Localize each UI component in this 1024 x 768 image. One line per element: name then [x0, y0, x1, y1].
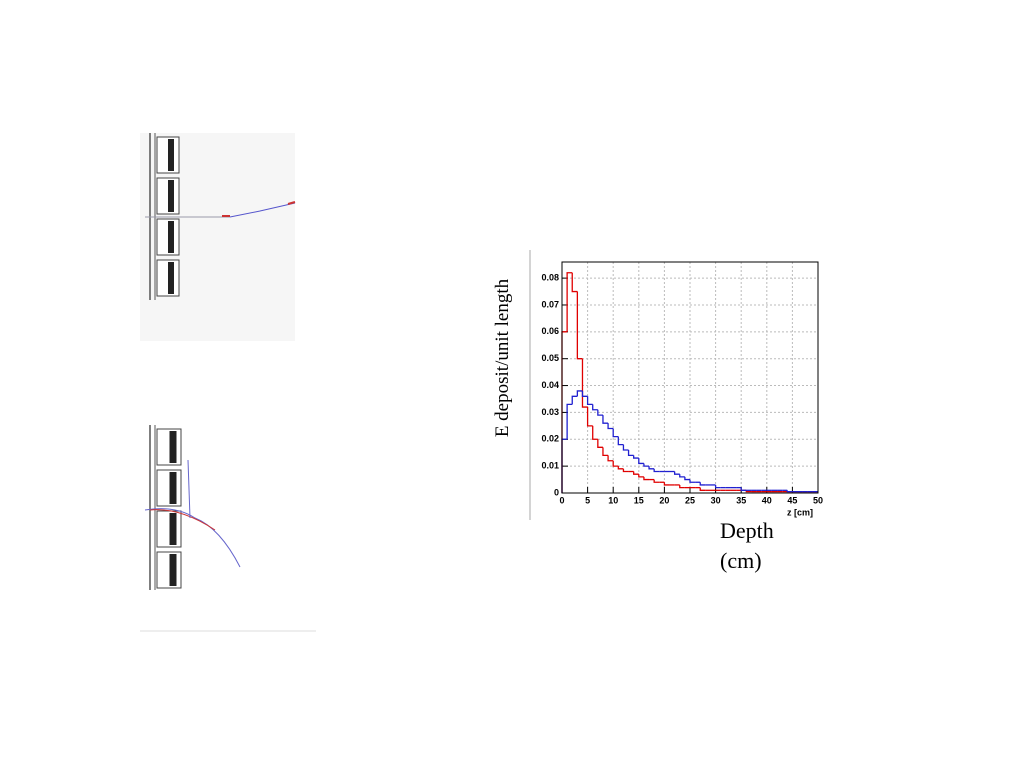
histogram-bin: [622, 444, 629, 451]
x-tick-label: 20: [659, 495, 669, 505]
histogram-bin: [627, 450, 634, 457]
histogram-bin: [638, 474, 644, 478]
histogram-bin: [643, 463, 650, 467]
histogram-bin: [571, 272, 578, 293]
histogram-bin: [602, 415, 609, 424]
x-tick-label: 10: [608, 495, 618, 505]
histogram-bin: [648, 466, 655, 470]
histogram-bin: [786, 490, 793, 493]
y-axis-label: E deposit/unit length: [492, 278, 513, 437]
x-axis-label: Depth (cm): [720, 518, 774, 573]
histogram-bin: [633, 455, 639, 459]
histogram-bin: [612, 428, 619, 438]
y-tick-label: 0.07: [541, 299, 559, 309]
histogram-bin: [612, 460, 619, 467]
histogram-bin: [699, 487, 706, 491]
histogram-bin: [679, 474, 685, 478]
histogram-bin: [673, 471, 680, 475]
histogram-bin: [617, 466, 624, 470]
histogram-bin: [592, 425, 598, 440]
histogram-bin: [607, 423, 614, 430]
histogram-bin: [566, 403, 573, 440]
x-tick-label: 25: [685, 495, 695, 505]
histogram-bin: [653, 479, 660, 483]
y-tick-label: 0.06: [541, 326, 559, 336]
histogram-bin: [653, 468, 660, 473]
histogram-bin: [638, 458, 644, 465]
y-tick-label: 0.05: [541, 353, 559, 363]
histogram-bin: [581, 390, 588, 397]
histogram-bin: [586, 396, 593, 406]
histogram-bin: [607, 455, 614, 462]
y-tick-label: 0.02: [541, 434, 559, 444]
histogram-bin: [571, 395, 578, 405]
histogram-bin: [684, 476, 690, 481]
y-tick-label: 0.04: [541, 380, 559, 390]
y-tick-label: 0.01: [541, 461, 559, 471]
y-tick-label: 0.08: [541, 272, 559, 282]
histogram-bin: [586, 407, 593, 427]
histogram-bin: [622, 468, 629, 473]
histogram-bin: [714, 484, 721, 489]
histogram-bin: [602, 447, 609, 457]
x-tick-label: 0: [559, 495, 564, 505]
x-tick-label: 5: [585, 495, 590, 505]
histogram-bin: [581, 358, 588, 408]
detector-image-bottom: [140, 425, 316, 632]
histogram-bin: [617, 436, 624, 446]
histogram-bin: [597, 409, 603, 416]
x-tick-label: 45: [787, 495, 797, 505]
histogram-bin: [643, 476, 650, 481]
histogram-bin: [663, 482, 670, 486]
histogram-bin: [689, 479, 696, 483]
x-tick-label: 35: [736, 495, 746, 505]
histogram-bin: [597, 439, 603, 448]
plot-frame: [561, 261, 819, 494]
detector-image-top: [140, 133, 296, 341]
histogram-bin: [740, 487, 747, 491]
x-tick-label: 50: [813, 495, 823, 505]
histogram-bin: [679, 484, 685, 489]
histogram-bin: [633, 471, 639, 475]
histogram-bin: [576, 291, 583, 360]
histogram-bin: [566, 272, 573, 332]
y-tick-label: 0.03: [541, 407, 559, 417]
histogram-bin: [592, 404, 598, 411]
x-tick-label: 30: [711, 495, 721, 505]
x-tick-label: 40: [762, 495, 772, 505]
histogram-bin: [576, 390, 583, 397]
x-tick-label: 15: [634, 495, 644, 505]
y-tick-label: 0: [554, 487, 559, 497]
x-axis-title: z [cm]: [787, 507, 813, 517]
histogram-bin: [699, 482, 706, 486]
